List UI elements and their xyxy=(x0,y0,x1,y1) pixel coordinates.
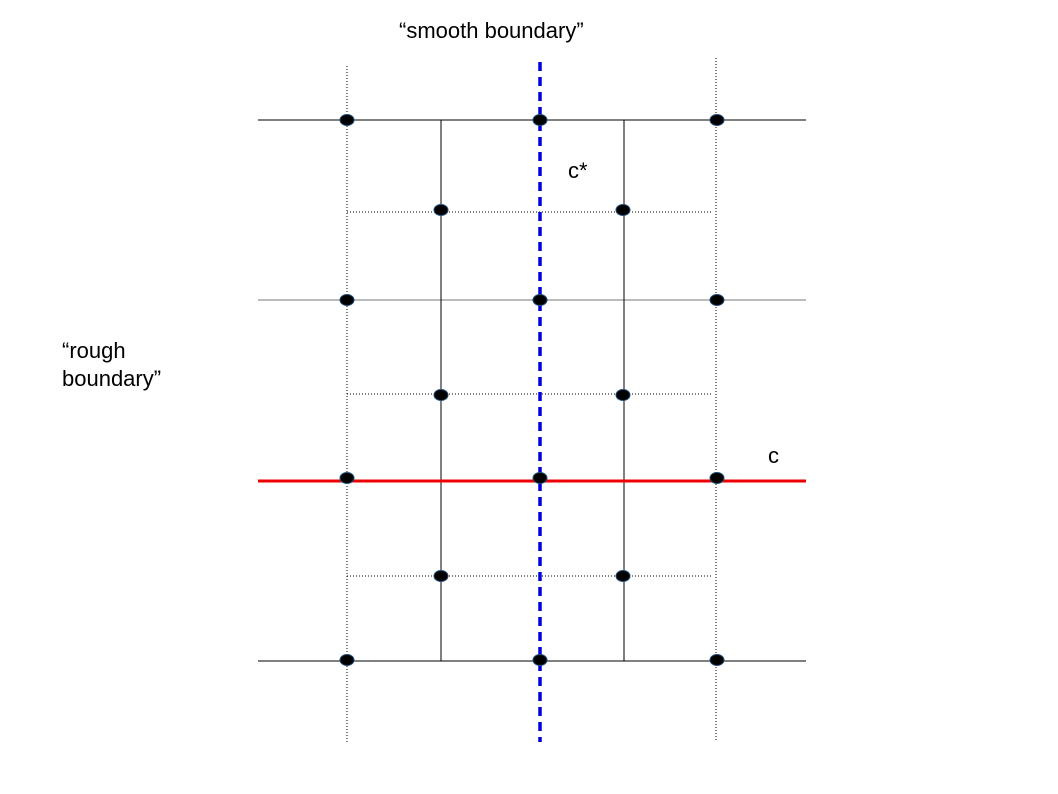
vertex xyxy=(532,654,548,666)
vertex xyxy=(339,472,355,484)
vertex xyxy=(532,114,548,126)
vertex xyxy=(532,294,548,306)
rough-boundary-label-line1: “rough xyxy=(62,338,126,363)
vertex xyxy=(339,654,355,666)
vertex xyxy=(615,570,631,582)
c-star-label: c* xyxy=(568,158,588,183)
vertex xyxy=(709,114,725,126)
vertex xyxy=(339,114,355,126)
vertex xyxy=(433,204,449,216)
vertices xyxy=(339,114,725,666)
vertex xyxy=(433,389,449,401)
vertex xyxy=(532,472,548,484)
vertex xyxy=(615,389,631,401)
smooth-boundary-label: “smooth boundary” xyxy=(399,18,584,43)
c-label: c xyxy=(768,443,779,468)
vertex xyxy=(709,654,725,666)
vertex xyxy=(433,570,449,582)
rough-boundary-label-line2: boundary” xyxy=(62,366,161,391)
vertex xyxy=(709,472,725,484)
vertex xyxy=(339,294,355,306)
vertex xyxy=(615,204,631,216)
vertex xyxy=(709,294,725,306)
